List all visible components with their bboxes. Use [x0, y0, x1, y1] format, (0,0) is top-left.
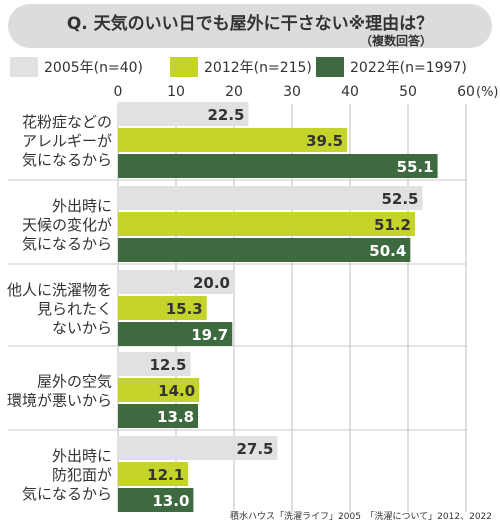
bar-2005 — [118, 352, 191, 376]
x-tick-label: 20 — [225, 84, 243, 100]
bar-2012 — [118, 128, 348, 152]
x-tick-label: 40 — [341, 84, 359, 100]
bar-2022 — [118, 322, 233, 346]
legend-label-2022: 2022年(n=1997) — [350, 60, 467, 76]
category-label: 防犯面が — [52, 466, 112, 484]
legend-label-2005: 2005年(n=40) — [44, 60, 143, 76]
bar-2012 — [118, 212, 415, 236]
data-label: 15.3 — [166, 300, 203, 318]
data-label: 27.5 — [236, 440, 273, 458]
data-label: 13.0 — [152, 492, 189, 510]
x-unit-label: (%) — [476, 85, 499, 100]
data-label: 55.1 — [397, 158, 434, 176]
data-label: 14.0 — [158, 382, 195, 400]
x-tick-label: 0 — [114, 84, 123, 100]
bar-2005 — [118, 436, 278, 460]
bar-2022 — [118, 404, 199, 428]
bar-2012 — [118, 378, 200, 402]
category-label: 外出時に — [52, 447, 112, 465]
data-label: 39.5 — [306, 132, 343, 150]
bar-2012 — [118, 296, 207, 320]
data-label: 51.2 — [374, 216, 411, 234]
category-label: 気になるから — [22, 151, 112, 169]
category-label: 天候の変化が — [22, 216, 112, 234]
data-label: 20.0 — [193, 274, 230, 292]
bar-2005 — [118, 186, 423, 210]
category-label: 気になるから — [22, 235, 112, 253]
category-label: 屋外の空気 — [37, 373, 112, 391]
category-label: 他人に洗濯物を — [7, 281, 112, 299]
chart-title-note: （複数回答） — [359, 34, 432, 48]
bar-2022 — [118, 488, 194, 512]
source-note: 積水ハウス「洗濯ライフ」2005 「洗濯について」2012、2022 — [230, 512, 492, 522]
bar-2005 — [118, 270, 234, 294]
category-label: 見られたく — [37, 300, 112, 318]
bar-2022 — [118, 238, 411, 262]
legend-item-2012: 2012年(n=215) — [170, 56, 312, 78]
category-label: ないから — [52, 319, 112, 337]
category-label: 外出時に — [52, 197, 112, 215]
data-label: 22.5 — [207, 106, 244, 124]
category-label: アレルギーが — [22, 132, 112, 150]
legend-label-2012: 2012年(n=215) — [204, 60, 312, 76]
legend-item-2005: 2005年(n=40) — [10, 56, 143, 78]
data-label: 50.4 — [369, 242, 406, 260]
legend-swatch-2022 — [316, 57, 344, 77]
bar-2012 — [118, 462, 189, 486]
bar-2022 — [118, 154, 438, 178]
bar-2005 — [118, 102, 249, 126]
data-label: 13.8 — [157, 408, 194, 426]
category-label: 花粉症などの — [22, 113, 112, 131]
x-tick-label: 60 — [457, 84, 475, 100]
data-label: 19.7 — [191, 326, 228, 344]
x-tick-label: 10 — [167, 84, 185, 100]
legend-swatch-2012 — [170, 57, 198, 77]
x-tick-label: 30 — [283, 84, 301, 100]
chart-title: Q. 天気のいい日でも屋外に干さない※理由は？ — [66, 14, 434, 34]
category-label: 環境が悪いから — [7, 392, 112, 410]
data-label: 12.1 — [147, 466, 184, 484]
data-label: 52.5 — [381, 190, 418, 208]
category-label: 気になるから — [22, 485, 112, 503]
data-label: 12.5 — [149, 356, 186, 374]
legend-item-2022: 2022年(n=1997) — [316, 56, 467, 78]
x-tick-label: 50 — [399, 84, 417, 100]
legend-swatch-2005 — [10, 57, 38, 77]
title-bar: Q. 天気のいい日でも屋外に干さない※理由は？ （複数回答） — [8, 4, 492, 48]
